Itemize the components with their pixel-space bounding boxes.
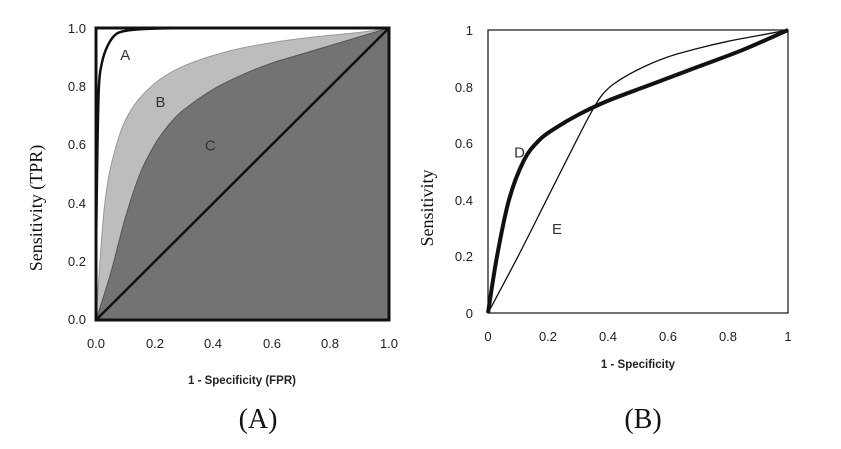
plot-frame-b — [487, 29, 789, 314]
plot-frame-a — [94, 26, 391, 322]
y-tick-label: 0.4 — [68, 196, 86, 211]
curve-a-line — [96, 28, 389, 250]
x-tick-label: 1 — [784, 329, 791, 344]
curve-b-line — [96, 28, 389, 320]
y-tick-label: 0 — [466, 306, 473, 321]
curve-d-line — [486, 28, 789, 314]
x-tick-label: 0.4 — [204, 336, 222, 351]
panel-a: 0.0 0.2 0.4 0.6 0.8 1.0 0.0 0.2 0.4 0.6 … — [26, 21, 398, 435]
y-tick-label: 0.0 — [68, 312, 86, 327]
curve-c-line — [96, 28, 389, 320]
y-tick-label: 0.2 — [455, 249, 473, 264]
y-tick-label: 0.4 — [455, 193, 473, 208]
x-tick-label: 0.6 — [263, 336, 281, 351]
y-tick-labels-b: 0 0.2 0.4 0.6 0.8 1 — [455, 23, 473, 321]
curve-label-e: E — [552, 221, 562, 238]
x-tick-label: 0.4 — [599, 329, 617, 344]
x-axis-title-b: 1 - Specificity — [601, 359, 676, 371]
x-tick-label: 0.2 — [146, 336, 164, 351]
x-axis-title-a: 1 - Specificity (FPR) — [188, 375, 296, 387]
curve-label-b: B — [155, 94, 165, 111]
y-tick-label: 0.6 — [68, 137, 86, 152]
x-tick-label: 0.8 — [719, 329, 737, 344]
y-tick-label: 1 — [466, 23, 473, 38]
x-tick-label: 0.2 — [539, 329, 557, 344]
y-tick-label: 1.0 — [68, 21, 86, 36]
curve-e-line — [487, 29, 789, 314]
panel-caption-a: (A) — [239, 404, 278, 435]
y-axis-title-b: Sensitivity — [417, 169, 437, 246]
x-tick-label: 0 — [484, 329, 491, 344]
curve-label-d: D — [514, 144, 525, 161]
x-tick-label: 0.6 — [659, 329, 677, 344]
panel-caption-b: (B) — [624, 404, 661, 435]
x-tick-label: 1.0 — [380, 336, 398, 351]
x-tick-label: 0.8 — [321, 336, 339, 351]
y-tick-labels-a: 0.0 0.2 0.4 0.6 0.8 1.0 — [68, 21, 86, 327]
y-tick-label: 0.8 — [455, 80, 473, 95]
diagonal-line — [96, 28, 389, 320]
y-tick-label: 0.6 — [455, 136, 473, 151]
x-tick-labels-a: 0.0 0.2 0.4 0.6 0.8 1.0 — [87, 336, 398, 351]
curve-label-a: A — [120, 47, 130, 64]
x-tick-label: 0.0 — [87, 336, 105, 351]
curve-label-c: C — [205, 138, 216, 155]
y-axis-title-a: Sensitivity (TPR) — [26, 145, 47, 272]
x-tick-labels-b: 0 0.2 0.4 0.6 0.8 1 — [484, 329, 791, 344]
panel-b: 0 0.2 0.4 0.6 0.8 1 0 0.2 0.4 0.6 0.8 1 … — [417, 23, 792, 435]
y-tick-label: 0.8 — [68, 79, 86, 94]
y-tick-label: 0.2 — [68, 254, 86, 269]
